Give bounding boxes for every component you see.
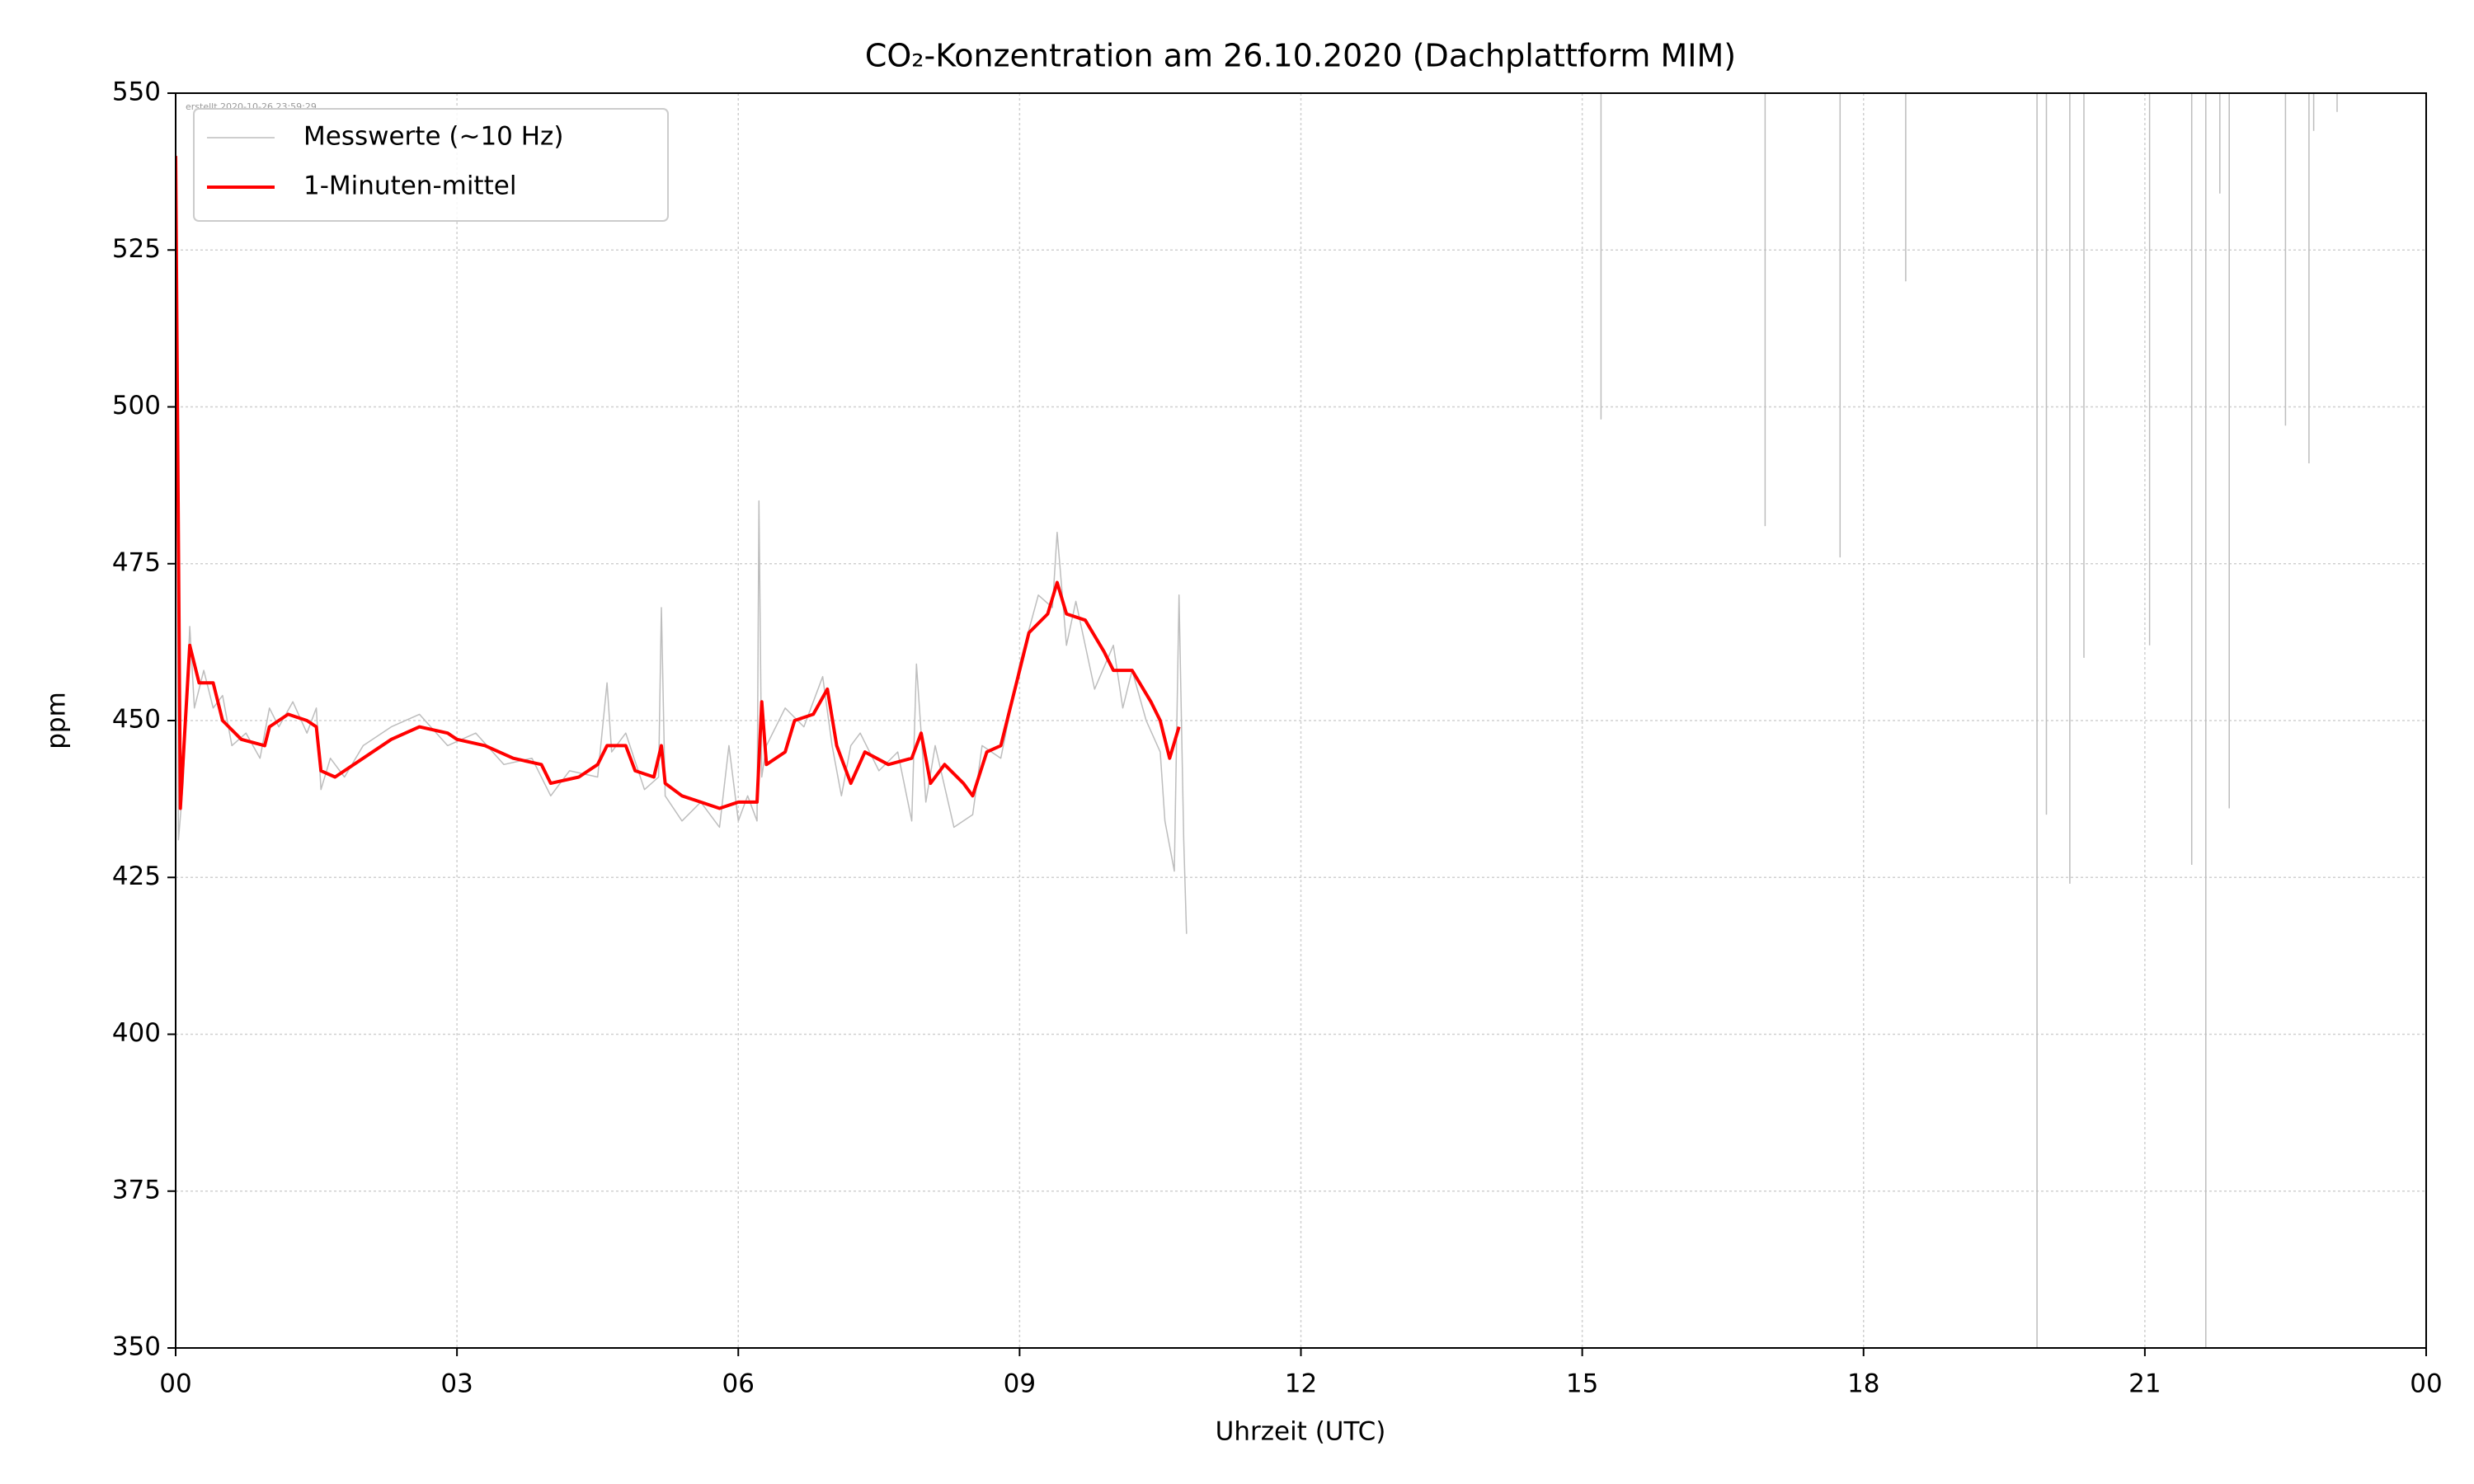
y-tick-label: 475 (112, 547, 161, 577)
y-tick-label: 350 (112, 1332, 161, 1362)
x-tick-label: 21 (2128, 1369, 2161, 1399)
x-axis-label: Uhrzeit (UTC) (1216, 1417, 1386, 1447)
y-tick-label: 525 (112, 234, 161, 264)
legend-label: Messwerte (~10 Hz) (303, 122, 563, 152)
x-tick-label: 09 (1004, 1369, 1036, 1399)
x-tick-label: 00 (2410, 1369, 2442, 1399)
x-tick-label: 18 (1847, 1369, 1879, 1399)
y-tick-label: 550 (112, 77, 161, 107)
series-line (176, 93, 2338, 1348)
legend-label: 1-Minuten-mittel (303, 171, 516, 201)
y-tick-label: 425 (112, 862, 161, 891)
chart-title: CO₂-Konzentration am 26.10.2020 (Dachpla… (865, 38, 1736, 74)
x-tick-label: 03 (440, 1369, 473, 1399)
y-tick-label: 375 (112, 1175, 161, 1205)
x-tick-label: 12 (1285, 1369, 1317, 1399)
plot-area (176, 93, 2338, 1348)
y-tick-label: 450 (112, 705, 161, 735)
x-tick-label: 15 (1566, 1369, 1598, 1399)
x-tick-label: 00 (159, 1369, 191, 1399)
legend-box (193, 108, 669, 222)
x-tick-label: 06 (722, 1369, 755, 1399)
y-tick-label: 400 (112, 1018, 161, 1048)
y-tick-label: 500 (112, 391, 161, 420)
series-line (176, 156, 1181, 810)
ticks: 00 03 06 09 12 15 18 21 00 350 375 400 425 450 475 500 5… (112, 77, 2443, 1399)
y-axis-label: ppm (42, 692, 72, 749)
legend: Messwerte (~10 Hz) 1-Minuten-mittel (193, 108, 669, 222)
